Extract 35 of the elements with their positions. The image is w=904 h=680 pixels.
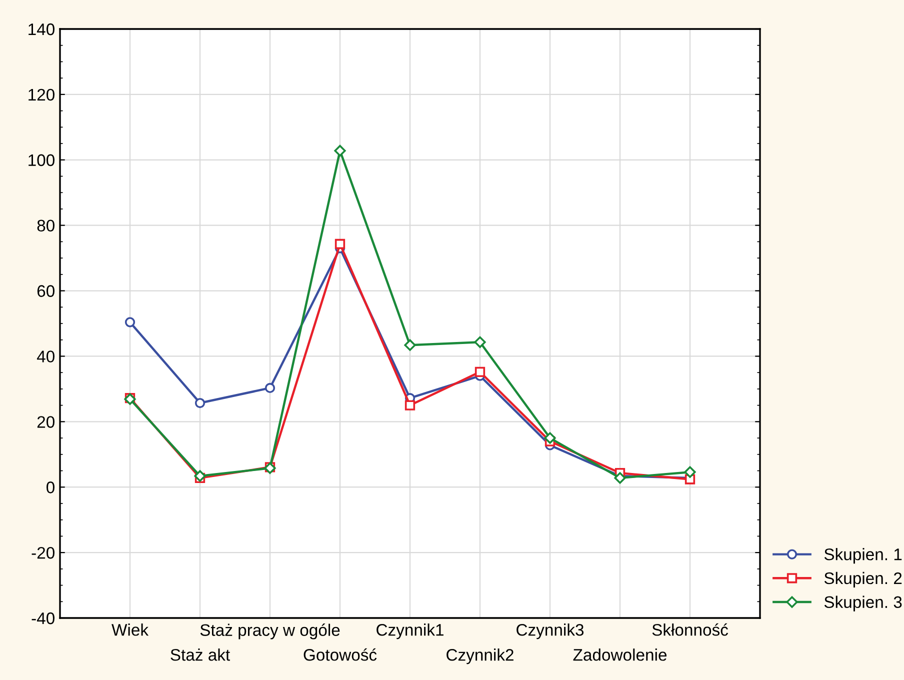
point xyxy=(334,238,346,250)
legend-label: Skupien. 3 xyxy=(824,596,902,612)
x-tick-label: Czynnik1 xyxy=(376,624,444,640)
y-tick-label: 60 xyxy=(37,285,54,297)
x-tick-label: Skłonność xyxy=(652,623,728,636)
point xyxy=(614,472,626,484)
point xyxy=(124,317,136,328)
y-tick-label: -40 xyxy=(32,612,54,624)
y-tick-label: 120 xyxy=(28,88,54,101)
point xyxy=(264,382,276,394)
x-tick-label: Czynnik2 xyxy=(446,648,514,664)
point xyxy=(334,144,346,157)
point xyxy=(544,432,556,444)
point xyxy=(684,466,696,478)
y-tick-label: 20 xyxy=(37,416,54,428)
point xyxy=(194,470,206,482)
y-tick-label: 140 xyxy=(28,23,54,36)
point xyxy=(404,339,416,351)
point xyxy=(474,336,486,348)
x-tick-label: Zadowolenie xyxy=(573,648,667,661)
legend-label: Skupien. 2 xyxy=(824,572,902,588)
y-tick-label: 100 xyxy=(28,154,54,166)
point xyxy=(474,366,486,377)
point xyxy=(194,398,206,408)
legend-label: Skupien. 1 xyxy=(824,548,902,564)
x-tick-label: Staż akt xyxy=(170,648,230,661)
x-tick-label: Wiek xyxy=(112,624,149,636)
x-tick-label: Staż pracy w ogóle xyxy=(200,624,340,640)
x-tick-label: Czynnik3 xyxy=(516,624,584,640)
x-tick-label: Gotowość xyxy=(304,648,377,661)
y-tick-label: 0 xyxy=(46,482,54,494)
y-tick-label: 40 xyxy=(36,350,54,362)
y-tick-label: -20 xyxy=(32,546,54,559)
y-tick-label: 80 xyxy=(37,220,54,232)
point xyxy=(404,400,416,410)
